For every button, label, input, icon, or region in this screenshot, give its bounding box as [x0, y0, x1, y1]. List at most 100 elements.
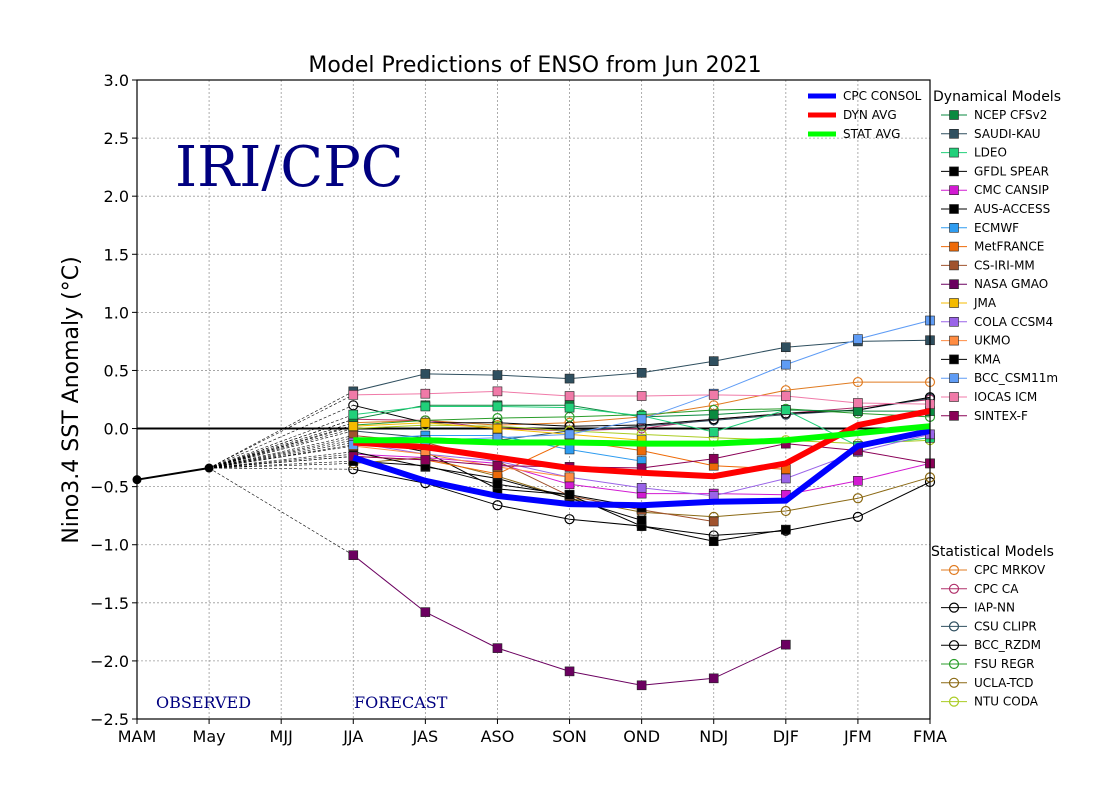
- legend-marker-iap-nn: [948, 602, 960, 613]
- legend-marker-bcc-rzdm: [948, 640, 960, 651]
- point-iocas-icm: [636, 391, 647, 401]
- observed-forecast-connector: [209, 453, 354, 469]
- legend-label-ncep-cfsv2: NCEP CFSv2: [974, 108, 1047, 122]
- legend-consensus: CPC CONSOL DYN AVG STAT AVG: [808, 89, 922, 141]
- y-tick-label: 1.5: [104, 245, 129, 264]
- observed-forecast-connector: [209, 467, 354, 470]
- legend-label-cpc-consol: CPC CONSOL: [843, 89, 922, 103]
- legend-marker-iocas-icm: [949, 392, 959, 402]
- series-line-observed: [136, 467, 210, 481]
- legend-marker-aus-access: [949, 204, 959, 214]
- legend-marker-ntu-coda: [948, 696, 960, 707]
- observed-forecast-connector: [209, 442, 354, 469]
- legend-statistical-header: Statistical Models: [931, 544, 1054, 560]
- legend-dynamical-models: Dynamical Models NCEP CFSv2 SAUDI-KAU LDEO…: [933, 89, 1061, 423]
- observed-annotation: OBSERVED: [156, 693, 251, 712]
- x-tick-label-son: SON: [552, 727, 587, 746]
- legend-marker-ucla-tcd: [948, 677, 960, 688]
- point-iap-nn: [852, 511, 864, 522]
- observed-forecast-connector: [208, 414, 354, 469]
- point-bcc-csm11m: [636, 414, 647, 425]
- legend-label-fsu-regr: FSU REGR: [974, 657, 1034, 671]
- legend-label-ldeo: LDEO: [974, 146, 1007, 160]
- point-aus-access: [636, 515, 647, 526]
- point-iap-nn: [492, 500, 503, 511]
- y-tick-label: −0.5: [90, 478, 129, 497]
- legend-marker-kma: [949, 354, 959, 365]
- point-nasa-gmao: [708, 673, 719, 684]
- point-nasa-gmao: [564, 666, 575, 677]
- legend-label-saudi-kau: SAUDI-KAU: [974, 127, 1041, 141]
- iri-cpc-watermark: IRI/CPC: [175, 135, 404, 200]
- y-tick-label: −1.5: [90, 594, 129, 613]
- legend-marker-csu-clipr: [948, 621, 960, 632]
- y-tick-label: 0.5: [104, 361, 129, 380]
- legend-dynamical-header: Dynamical Models: [933, 89, 1061, 105]
- x-tick-label-ond: OND: [623, 727, 660, 746]
- x-tick-label-may: May: [193, 727, 226, 746]
- point-sintex-f: [420, 455, 431, 465]
- y-tick-label: 2.0: [104, 187, 129, 206]
- legend-label-ucla-tcd: UCLA-TCD: [974, 676, 1034, 690]
- point-gfdl-spear: [781, 524, 791, 535]
- legend-marker-saudi-kau: [949, 129, 959, 139]
- observed-forecast-connector: [209, 422, 354, 469]
- point-ldeo: [420, 401, 431, 412]
- point-sintex-f: [492, 460, 503, 471]
- series-line-ukmo: [353, 445, 570, 478]
- point-cola-ccsm4: [636, 482, 647, 493]
- point-ecmwf: [564, 444, 575, 455]
- x-tick-label-fma: FMA: [913, 727, 947, 746]
- observed-forecast-connector: [209, 424, 354, 469]
- legend-marker-nasa-gmao: [949, 279, 959, 290]
- legend-marker-bcc-csm11m: [949, 373, 959, 384]
- observed-forecast-connector: [209, 445, 354, 469]
- point-saudi-kau: [781, 342, 791, 353]
- chart-title: Model Predictions of ENSO from Jun 2021: [308, 53, 761, 78]
- x-tick-label-jfm: JFM: [843, 727, 872, 746]
- axis-ticks: −2.5 −2.0 −1.5 −1.0 −0.5 0.0 0.5 1.0 1.5 2.0 2.5 3.…: [90, 71, 947, 746]
- point-saudi-kau: [708, 356, 719, 366]
- legend-label-csu-clipr: CSU CLIPR: [974, 619, 1037, 633]
- point-nasa-gmao: [348, 550, 359, 560]
- point-jma: [420, 417, 431, 428]
- legend-marker-ldeo: [949, 147, 959, 158]
- legend-label-sintex-f: SINTEX-F: [974, 409, 1028, 423]
- point-ucla-tcd: [852, 493, 864, 504]
- point-cpc-mrkov: [564, 417, 575, 428]
- point-bcc-csm11m: [781, 359, 791, 370]
- legend-marker-cpc-ca: [948, 583, 960, 594]
- point-gfdl-spear: [708, 536, 719, 547]
- observed-forecast-connector: [208, 405, 354, 469]
- legend-label-cs-iri-mm: CS-IRI-MM: [974, 258, 1035, 272]
- observed-forecast-connector: [209, 451, 354, 469]
- legend-label-metfrance: MetFRANCE: [974, 240, 1044, 254]
- legend-label-cmc-cansip: CMC CANSIP: [974, 183, 1049, 197]
- legend-label-aus-access: AUS-ACCESS: [974, 202, 1050, 216]
- legend-marker-cs-iri-mm: [949, 260, 959, 271]
- x-tick-label-jas: JAS: [412, 727, 439, 746]
- point-iocas-icm: [348, 390, 359, 400]
- legend-statistical-models: Statistical Models CPC MRKOV CPC CA IAP-NN…: [931, 544, 1054, 709]
- observed-forecast-connector: [209, 444, 354, 469]
- series-line-ntu-coda: [353, 424, 931, 445]
- legend-marker-cola-ccsm4: [949, 316, 959, 327]
- y-tick-label: 0.0: [104, 420, 129, 439]
- legend-marker-cmc-cansip: [949, 185, 959, 195]
- legend-marker-jma: [949, 298, 959, 308]
- x-tick-label-mam: MAM: [118, 727, 157, 746]
- legend-label-kma: KMA: [974, 352, 1001, 366]
- point-iocas-icm: [853, 398, 863, 408]
- y-axis-label: Nino3.4 SST Anomaly (°C): [59, 256, 84, 543]
- observed-forecast-connector: [209, 460, 354, 469]
- observed-forecast-connector: [209, 463, 354, 469]
- y-tick-label: −2.0: [90, 652, 129, 671]
- series-line-cpc-consol: [352, 427, 931, 509]
- point-cmc-cansip: [853, 476, 863, 486]
- point-cpc-mrkov: [852, 376, 864, 388]
- observed-forecast-connector: [209, 437, 354, 469]
- x-tick-label-ndj: NDJ: [699, 727, 728, 746]
- point-ldeo: [781, 405, 791, 415]
- point-jma: [348, 421, 359, 432]
